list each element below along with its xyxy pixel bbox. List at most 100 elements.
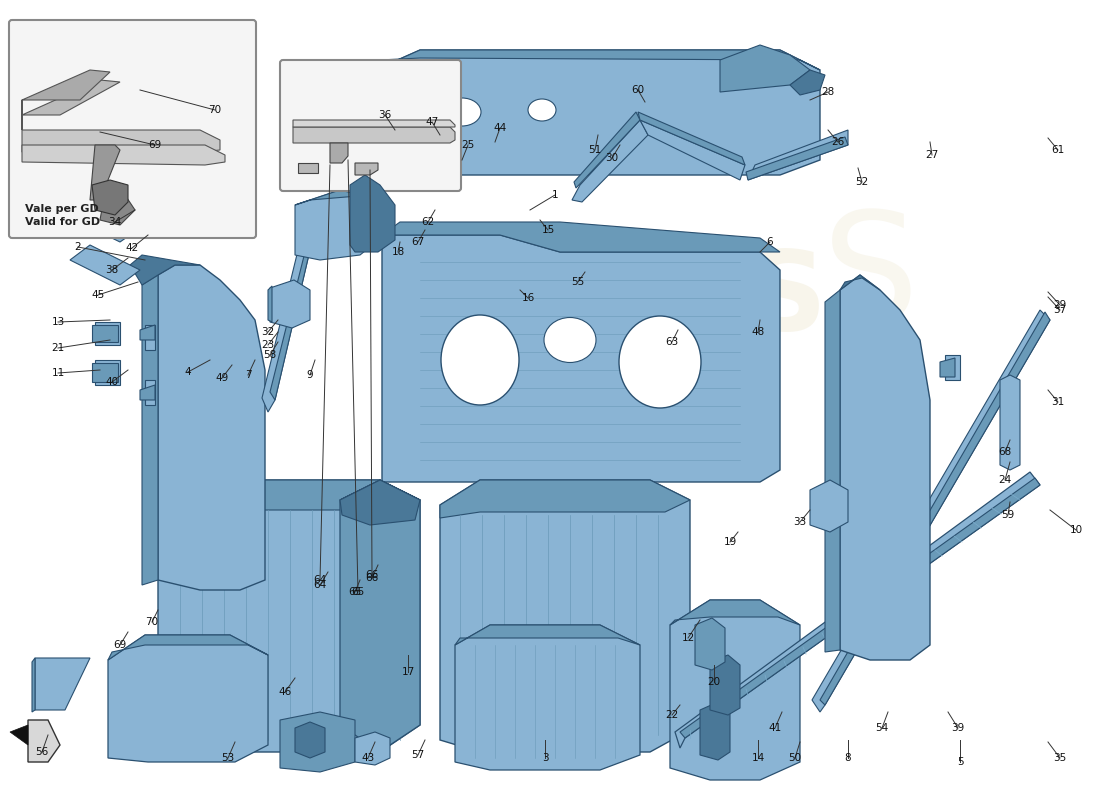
Text: 6: 6: [767, 237, 773, 247]
Text: 48: 48: [751, 327, 764, 337]
Polygon shape: [812, 310, 1050, 712]
Text: 25: 25: [461, 140, 474, 150]
Ellipse shape: [544, 318, 596, 362]
Polygon shape: [440, 480, 690, 518]
Text: 15: 15: [541, 225, 554, 235]
Polygon shape: [92, 325, 118, 342]
Polygon shape: [90, 145, 120, 200]
Text: 70: 70: [145, 617, 158, 627]
Text: 38: 38: [106, 265, 119, 275]
Polygon shape: [158, 480, 420, 752]
Polygon shape: [262, 242, 310, 412]
Polygon shape: [340, 480, 420, 500]
Polygon shape: [330, 143, 348, 163]
Text: 35: 35: [1054, 753, 1067, 763]
Polygon shape: [92, 180, 128, 215]
Polygon shape: [92, 363, 118, 382]
Polygon shape: [748, 130, 848, 180]
Text: 66: 66: [365, 573, 378, 583]
Text: 70: 70: [208, 105, 221, 115]
Polygon shape: [22, 70, 110, 115]
Polygon shape: [440, 480, 690, 752]
Polygon shape: [295, 190, 380, 205]
Polygon shape: [35, 658, 90, 710]
Polygon shape: [670, 600, 800, 625]
Polygon shape: [140, 325, 155, 340]
Polygon shape: [82, 137, 140, 170]
Polygon shape: [572, 120, 648, 202]
Text: S: S: [822, 206, 918, 354]
Text: 13: 13: [52, 317, 65, 327]
Text: 26: 26: [832, 137, 845, 147]
Text: 5: 5: [957, 757, 964, 767]
Text: 50: 50: [789, 753, 802, 763]
Polygon shape: [75, 205, 140, 242]
Text: 11: 11: [52, 368, 65, 378]
Text: 58: 58: [263, 350, 276, 360]
Polygon shape: [22, 80, 120, 130]
Text: 56: 56: [35, 747, 48, 757]
Polygon shape: [820, 312, 1050, 705]
Text: 28: 28: [822, 87, 835, 97]
Text: 52: 52: [856, 177, 869, 187]
Polygon shape: [298, 163, 318, 173]
Polygon shape: [108, 635, 268, 762]
Text: Vale per GD
Valid for GD: Vale per GD Valid for GD: [25, 204, 100, 227]
Text: 1: 1: [552, 190, 559, 200]
Polygon shape: [670, 600, 800, 780]
Polygon shape: [270, 240, 310, 400]
Polygon shape: [140, 385, 155, 400]
Polygon shape: [280, 712, 355, 772]
Text: 41: 41: [769, 723, 782, 733]
Polygon shape: [80, 167, 140, 200]
Polygon shape: [85, 97, 140, 130]
Polygon shape: [710, 655, 740, 715]
Polygon shape: [340, 480, 420, 525]
Text: 57: 57: [411, 750, 425, 760]
Text: 53: 53: [221, 753, 234, 763]
Polygon shape: [940, 358, 955, 377]
Polygon shape: [158, 265, 265, 590]
Polygon shape: [455, 625, 640, 770]
Polygon shape: [355, 163, 378, 175]
Text: 51: 51: [588, 145, 602, 155]
Polygon shape: [1000, 375, 1020, 470]
Text: 69: 69: [148, 140, 162, 150]
Polygon shape: [130, 255, 200, 285]
Polygon shape: [100, 192, 135, 225]
Text: 14: 14: [751, 753, 764, 763]
Text: passione: passione: [438, 362, 762, 458]
Polygon shape: [680, 478, 1040, 738]
Text: 20: 20: [707, 677, 721, 687]
Text: 3: 3: [541, 753, 548, 763]
Text: 36: 36: [378, 110, 392, 120]
Polygon shape: [638, 112, 745, 165]
Polygon shape: [360, 70, 375, 168]
Polygon shape: [640, 120, 745, 180]
Polygon shape: [355, 732, 390, 765]
Text: 37: 37: [1054, 305, 1067, 315]
Polygon shape: [270, 280, 310, 328]
Text: 44: 44: [494, 123, 507, 133]
Text: 43: 43: [362, 753, 375, 763]
Polygon shape: [840, 275, 880, 290]
Polygon shape: [28, 720, 60, 762]
Polygon shape: [340, 480, 420, 745]
Text: 59: 59: [1001, 510, 1014, 520]
Polygon shape: [145, 380, 155, 405]
Text: 32: 32: [262, 327, 275, 337]
Polygon shape: [32, 658, 35, 712]
Polygon shape: [70, 245, 140, 285]
FancyBboxPatch shape: [280, 60, 461, 191]
Text: 23: 23: [262, 340, 275, 350]
Polygon shape: [350, 175, 395, 252]
Polygon shape: [158, 480, 420, 530]
Text: 7: 7: [244, 370, 251, 380]
Text: 18: 18: [392, 247, 405, 257]
Polygon shape: [945, 355, 960, 380]
Text: 46: 46: [278, 687, 292, 697]
Text: 31: 31: [1052, 397, 1065, 407]
Polygon shape: [746, 137, 848, 180]
Text: 55: 55: [571, 277, 584, 287]
Text: 22: 22: [666, 710, 679, 720]
